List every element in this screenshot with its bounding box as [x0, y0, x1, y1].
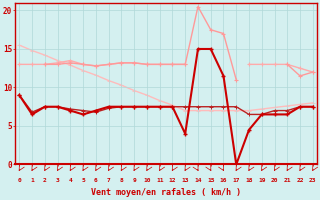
X-axis label: Vent moyen/en rafales ( km/h ): Vent moyen/en rafales ( km/h ): [91, 188, 241, 197]
